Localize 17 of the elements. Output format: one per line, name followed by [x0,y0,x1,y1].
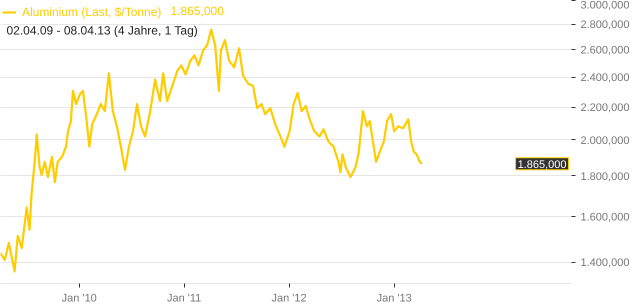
x-tick-label: Jan '13 [376,292,412,304]
y-tick-label: 2.000,000 [580,134,630,147]
x-tick-label: Jan '11 [166,292,202,304]
y-tick-label: 2.800,000 [580,19,630,32]
text: 1.865,000 [170,4,224,18]
y-tick-label: 3.000,000 [580,0,630,12]
y-tick-label: 1.400,000 [580,257,630,270]
legend-label: Aluminium (Last, $/Tonne) [22,5,162,19]
x-tick-label: Jan '12 [271,292,307,304]
y-tick-label: 2.600,000 [580,44,630,57]
x-tick-label: Jan '10 [62,292,97,304]
annotation: 1.865,000 [518,158,566,171]
y-tick-label: 1.800,000 [580,170,630,183]
y-tick-label: 2.200,000 [580,102,630,114]
y-tick-label: 2.400,000 [580,72,630,84]
annotation: 02.04.09 - 08.04.13 (4 Jahre, 1 Tag) [6,24,198,38]
y-tick-label: 1.600,000 [580,211,630,224]
